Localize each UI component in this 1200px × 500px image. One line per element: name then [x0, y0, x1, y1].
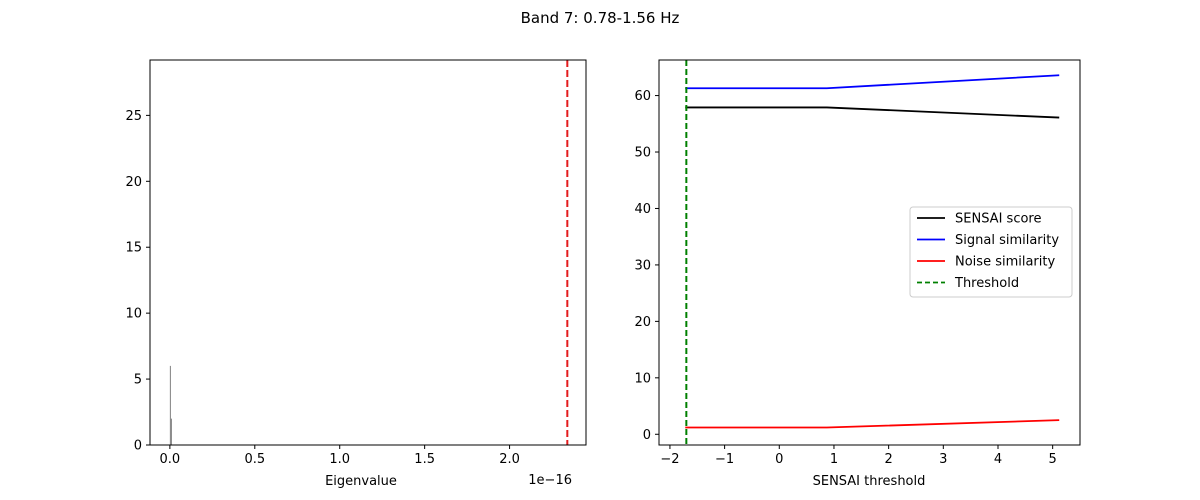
histogram-y-tick-label: 10	[125, 307, 142, 322]
sweep-y-tick-label: 30	[634, 258, 651, 273]
legend-label: SENSAI score	[955, 212, 1041, 227]
histogram-y-tick-label: 15	[125, 241, 142, 256]
sweep-x-tick-label: 4	[994, 452, 1002, 467]
sweep-x-ticks: −2 −1 0 1 2 3 4 5	[660, 445, 1057, 467]
histogram-x-ticks: 0.0 0.5 1.0 1.5 2.0	[160, 445, 520, 467]
legend-label: Signal similarity	[955, 233, 1059, 248]
histogram-x-tick-label: 1.5	[414, 452, 435, 467]
histogram-y-tick-label: 25	[125, 109, 142, 124]
histogram-bar-1	[170, 418, 172, 445]
histogram-x-offset-text: 1e−16	[528, 473, 572, 488]
sweep-y-ticks: 0 10 20 30 40 50 60	[634, 89, 659, 443]
sweep-legend: SENSAI score Signal similarity Noise simil…	[909, 206, 1073, 298]
histogram-panel: 0.0 0.5 1.0 1.5 2.0 0 5 10 15 20 25 Eigenvalue 1e…	[125, 59, 587, 489]
sweep-series-lines	[685, 74, 1060, 429]
sweep-y-tick-label: 50	[634, 146, 651, 161]
figure-title: Band 7: 0.78-1.56 Hz	[521, 9, 680, 27]
histogram-bars	[169, 365, 172, 445]
histogram-y-tick-label: 20	[125, 175, 142, 190]
histogram-x-label: Eigenvalue	[325, 474, 397, 489]
histogram-y-tick-label: 5	[134, 373, 142, 388]
sweep-x-tick-label: −1	[715, 452, 734, 467]
series-line-signal-similarity	[685, 74, 1060, 90]
sweep-x-tick-label: 0	[775, 452, 783, 467]
threshold-sweep-panel: −2 −1 0 1 2 3 4 5 0 10 20 30 40 50 60 SENSAI threshol…	[634, 59, 1081, 489]
histogram-x-tick-label: 1.0	[329, 452, 350, 467]
sweep-axes-frame	[658, 59, 1081, 446]
histogram-x-tick-label: 2.0	[499, 452, 520, 467]
histogram-y-ticks: 0 5 10 15 20 25	[125, 109, 150, 454]
histogram-x-tick-label: 0.5	[244, 452, 265, 467]
sweep-x-tick-label: 2	[884, 452, 892, 467]
legend-label: Threshold	[954, 276, 1019, 291]
sweep-x-tick-label: −2	[660, 452, 679, 467]
sweep-y-tick-label: 0	[643, 428, 651, 443]
sweep-y-tick-label: 60	[634, 89, 651, 104]
histogram-bar-0	[169, 365, 171, 445]
sweep-x-tick-label: 5	[1049, 452, 1057, 467]
histogram-y-tick-label: 0	[134, 439, 142, 454]
sweep-y-tick-label: 20	[634, 315, 651, 330]
legend-items: SENSAI score Signal similarity Noise simil…	[917, 212, 1059, 291]
sweep-x-tick-label: 1	[830, 452, 838, 467]
sweep-x-tick-label: 3	[939, 452, 947, 467]
histogram-x-tick-label: 0.0	[160, 452, 181, 467]
series-line-sensai-score	[685, 106, 1060, 119]
sweep-y-tick-label: 40	[634, 202, 651, 217]
histogram-axes-frame	[149, 59, 587, 446]
sweep-y-tick-label: 10	[634, 371, 651, 386]
legend-label: Noise similarity	[955, 255, 1055, 270]
sweep-x-label: SENSAI threshold	[813, 474, 926, 489]
series-line-noise-similarity	[685, 419, 1060, 429]
legend-box	[909, 206, 1073, 298]
